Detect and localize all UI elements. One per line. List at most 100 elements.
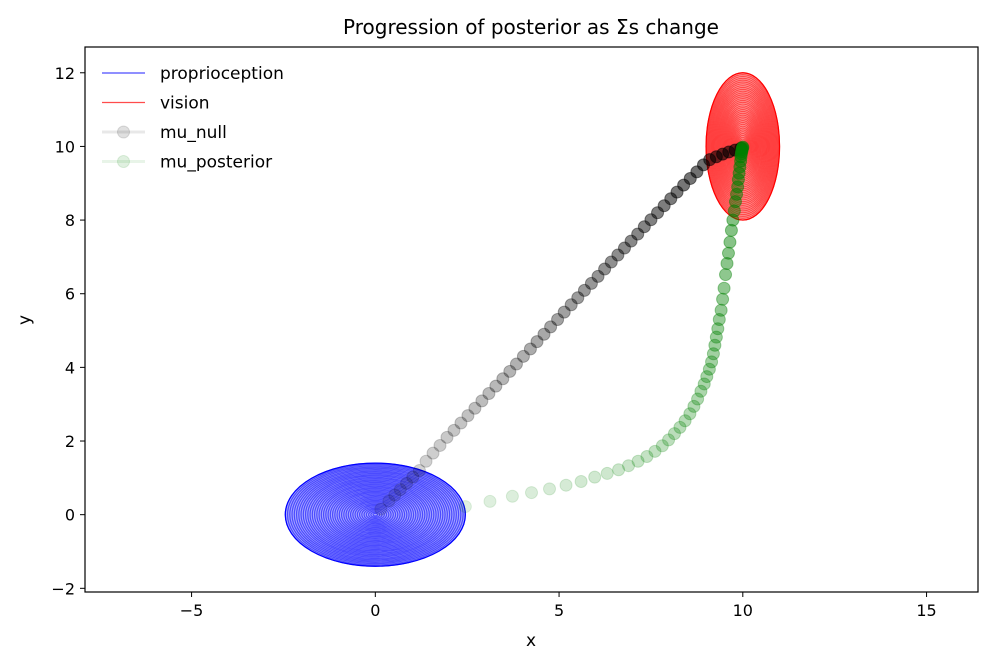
mu_posterior-point [705, 355, 719, 369]
proprioception-contour [349, 499, 401, 530]
mu_null-point [400, 476, 414, 490]
mu_null-point [374, 502, 388, 516]
chart-title: Progression of posterior as Σs change [343, 15, 719, 39]
mu_null-point [551, 313, 565, 326]
mu_posterior-point [719, 268, 733, 282]
mu_posterior-point [736, 140, 750, 154]
mu_posterior-point [697, 377, 711, 391]
mu_posterior-point [721, 246, 735, 260]
plot-frame [84, 46, 979, 593]
mu_posterior-point [612, 463, 626, 477]
mu_posterior-point [723, 235, 737, 249]
mu_posterior-points [458, 140, 750, 514]
proprioception-contour [309, 476, 442, 553]
proprioception-contour [365, 508, 385, 521]
mu_posterior-point [683, 407, 697, 421]
mu_posterior-point [559, 478, 573, 492]
proprioception-contour [340, 494, 410, 535]
mu_posterior-point [543, 482, 557, 496]
mu_null-point [496, 372, 510, 386]
proprioception-contour [372, 512, 379, 517]
proprioception-contour [313, 479, 437, 551]
proprioception-contour [329, 488, 421, 542]
y-tick-label: 4 [65, 358, 75, 377]
legend-label: mu_posterior [160, 153, 272, 173]
mu_posterior-point [655, 439, 669, 453]
vision-contour [711, 85, 774, 208]
vision-contour [707, 75, 779, 217]
mu_posterior-point [720, 257, 734, 271]
mu_null-point [412, 463, 426, 477]
x-tick-label: 0 [370, 601, 380, 620]
legend-swatch-marker [117, 155, 130, 168]
proprioception-contour [300, 471, 451, 558]
mu_null-point [591, 269, 605, 283]
proprioception-contour [304, 474, 446, 556]
mu_null-point [516, 349, 530, 363]
x-tick-label: 5 [554, 601, 564, 620]
mu_null-point [564, 298, 578, 312]
x-axis-label: x [526, 631, 536, 651]
proprioception-contour [367, 510, 383, 520]
y-axis: −2 0 2 4 6 8 10 12 [51, 64, 85, 598]
mu_null-point [631, 227, 645, 241]
proprioception-contour [302, 472, 448, 557]
proprioception-contour [358, 505, 392, 525]
proprioception-contour [356, 503, 394, 526]
legend: proprioception vision mu_null mu_posterior [102, 64, 284, 173]
mu_null-point [468, 401, 482, 415]
proprioception-contours [284, 462, 466, 567]
mu_null-point [388, 488, 402, 502]
proprioception-contour [336, 492, 415, 538]
mu_null-point [598, 262, 612, 276]
mu_posterior-point [673, 420, 687, 434]
mu_posterior-point [702, 362, 716, 376]
mu_posterior-point [622, 459, 636, 473]
mu_null-point [523, 342, 537, 356]
mu_null-point [611, 248, 625, 262]
y-tick-label: 12 [55, 64, 75, 83]
mu_null-point [489, 379, 503, 393]
vision-contour [720, 101, 766, 192]
mu_null-point [577, 283, 591, 297]
legend-swatch-marker [117, 125, 130, 139]
mu_posterior-point [711, 322, 725, 336]
mu_null-point [454, 416, 468, 430]
mu_posterior-point [648, 444, 662, 458]
mu_null-point [382, 494, 396, 508]
mu_posterior-point [588, 470, 602, 484]
proprioception-contour [320, 483, 430, 547]
vision-contour [716, 94, 770, 199]
mu_null-points [374, 141, 748, 516]
proprioception-contour [352, 501, 399, 529]
mu_null-point [509, 357, 523, 371]
proprioception-contour [345, 497, 406, 533]
mu_posterior-point [726, 213, 740, 227]
mu_null-point [475, 394, 489, 408]
mu_null-point [503, 364, 517, 378]
x-tick-label: −5 [180, 601, 204, 620]
proprioception-contour [325, 485, 426, 544]
mu_posterior-point [716, 292, 730, 306]
mu_null-point [426, 446, 440, 460]
mu_null-point [637, 220, 651, 234]
mu_null-point [419, 454, 433, 468]
mu_posterior-point [483, 494, 497, 508]
vision-contour [710, 81, 776, 212]
proprioception-contour [363, 507, 388, 522]
proprioception-contour [316, 480, 435, 549]
mu_posterior-point [640, 449, 654, 463]
mu_posterior-point [691, 392, 705, 406]
vision-contour [709, 79, 777, 214]
vision-contour [706, 74, 780, 219]
proprioception-contour [338, 493, 412, 536]
y-tick-label: 10 [55, 137, 75, 156]
mu_null-point [530, 335, 544, 349]
mu_posterior-point [667, 427, 681, 441]
mu_null-point [447, 423, 461, 437]
proprioception-contour [311, 477, 439, 552]
proprioception-contour [327, 487, 424, 543]
legend-item-mu-null: mu_null [102, 123, 227, 143]
proprioception-contour [295, 468, 455, 561]
